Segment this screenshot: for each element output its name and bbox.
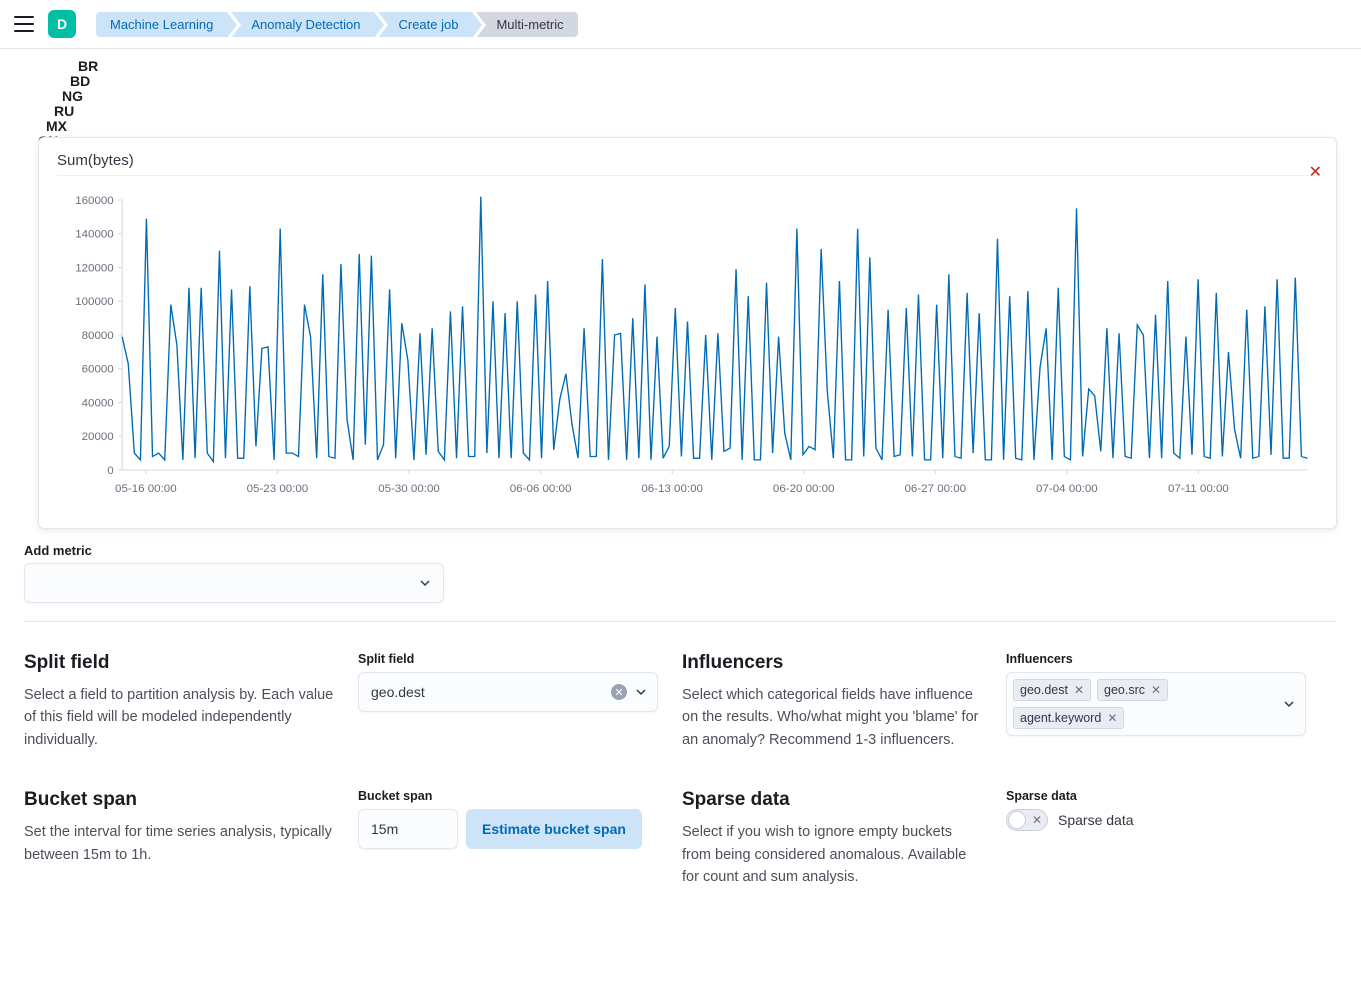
influencers-desc-block: Influencers Select which categorical fie…	[682, 652, 982, 751]
section-divider	[24, 621, 1337, 622]
svg-text:20000: 20000	[82, 431, 114, 443]
influencers-title: Influencers	[682, 652, 982, 674]
svg-text:60000: 60000	[82, 364, 114, 376]
breadcrumb-item[interactable]: Machine Learning	[96, 12, 227, 37]
chart-card: Sum(bytes) ✕ 0 20000 40000 60000 80000 100000…	[38, 137, 1337, 529]
app-badge[interactable]: D	[48, 10, 76, 38]
split-card-label: RU	[54, 103, 74, 119]
bucket-span-input-block: Bucket span Estimate bucket span	[358, 789, 658, 888]
chart-title: Sum(bytes)	[57, 152, 1318, 169]
clear-icon[interactable]: ✕	[611, 684, 627, 700]
split-card-label: BR	[78, 58, 98, 74]
bucket-span-desc: Set the interval for time series analysi…	[24, 821, 334, 866]
influencers-input-label: Influencers	[1006, 652, 1306, 666]
app-header: D Machine LearningAnomaly DetectionCreat…	[0, 0, 1361, 49]
svg-text:05-30 00:00: 05-30 00:00	[378, 483, 440, 495]
menu-icon[interactable]	[14, 16, 34, 32]
influencer-tag: geo.src✕	[1097, 679, 1168, 701]
chart-divider	[57, 175, 1318, 176]
svg-text:140000: 140000	[75, 229, 114, 241]
split-field-desc-block: Split field Select a field to partition …	[24, 652, 334, 751]
svg-text:06-13 00:00: 06-13 00:00	[641, 483, 703, 495]
chevron-down-icon	[1283, 698, 1295, 710]
add-metric-section: Add metric	[24, 543, 1337, 603]
close-icon[interactable]: ✕	[1309, 162, 1322, 182]
svg-text:80000: 80000	[82, 330, 114, 342]
sparse-input-block: Sparse data ✕ Sparse data	[1006, 789, 1306, 888]
svg-text:100000: 100000	[75, 296, 114, 308]
sparse-data-switch[interactable]: ✕	[1006, 809, 1048, 831]
line-chart: 0 20000 40000 60000 80000 100000 120000 140000 1…	[57, 190, 1318, 510]
split-field-desc: Select a field to partition analysis by.…	[24, 684, 334, 751]
split-card-label: MX	[46, 118, 67, 134]
remove-tag-icon[interactable]: ✕	[1151, 683, 1161, 697]
sparse-desc-block: Sparse data Select if you wish to ignore…	[682, 789, 982, 888]
split-card-label: BD	[70, 73, 90, 89]
influencers-input-block: Influencers geo.dest✕ geo.src✕ agent.keywo…	[1006, 652, 1306, 751]
breadcrumb-item: Multi-metric	[476, 12, 577, 37]
breadcrumb-item[interactable]: Create job	[378, 12, 472, 37]
breadcrumb-item[interactable]: Anomaly Detection	[231, 12, 374, 37]
split-field-input-block: Split field geo.dest ✕	[358, 652, 658, 751]
influencer-tag: geo.dest✕	[1013, 679, 1091, 701]
add-metric-label: Add metric	[24, 543, 1337, 558]
add-metric-select[interactable]	[24, 563, 444, 603]
bucket-span-desc-block: Bucket span Set the interval for time se…	[24, 789, 334, 888]
sparse-desc: Select if you wish to ignore empty bucke…	[682, 821, 982, 888]
influencers-multiselect[interactable]: geo.dest✕ geo.src✕ agent.keyword✕	[1006, 672, 1306, 736]
split-cards-stack: BRBDNGRUMXCN Sum(bytes) ✕ 02000040000600…	[24, 65, 1337, 529]
breadcrumb: Machine LearningAnomaly DetectionCreate …	[96, 12, 582, 37]
svg-text:05-23 00:00: 05-23 00:00	[247, 483, 309, 495]
sparse-switch-label: Sparse data	[1058, 812, 1134, 828]
svg-text:06-20 00:00: 06-20 00:00	[773, 483, 835, 495]
svg-text:40000: 40000	[82, 398, 114, 410]
bucket-span-title: Bucket span	[24, 789, 334, 811]
chevron-down-icon	[635, 686, 647, 698]
svg-text:06-06 00:00: 06-06 00:00	[510, 483, 572, 495]
sparse-title: Sparse data	[682, 789, 982, 811]
influencer-tag: agent.keyword✕	[1013, 707, 1124, 729]
chevron-down-icon	[419, 577, 431, 589]
split-card-label: NG	[62, 88, 83, 104]
estimate-bucket-span-button[interactable]: Estimate bucket span	[466, 809, 642, 849]
split-field-title: Split field	[24, 652, 334, 674]
sparse-input-label: Sparse data	[1006, 789, 1306, 803]
split-field-input-label: Split field	[358, 652, 658, 666]
svg-text:0: 0	[107, 465, 113, 477]
svg-text:07-04 00:00: 07-04 00:00	[1036, 483, 1098, 495]
svg-text:06-27 00:00: 06-27 00:00	[904, 483, 966, 495]
influencers-desc: Select which categorical fields have inf…	[682, 684, 982, 751]
remove-tag-icon[interactable]: ✕	[1074, 683, 1084, 697]
svg-text:07-11 00:00: 07-11 00:00	[1168, 483, 1229, 495]
svg-text:160000: 160000	[75, 195, 114, 207]
split-field-select[interactable]: geo.dest ✕	[358, 672, 658, 712]
remove-tag-icon[interactable]: ✕	[1107, 711, 1117, 725]
split-field-value: geo.dest	[371, 684, 611, 700]
bucket-span-input[interactable]	[358, 809, 458, 849]
switch-off-icon: ✕	[1032, 813, 1042, 827]
bucket-span-input-label: Bucket span	[358, 789, 658, 803]
svg-text:120000: 120000	[75, 263, 114, 275]
svg-text:05-16 00:00: 05-16 00:00	[115, 483, 177, 495]
